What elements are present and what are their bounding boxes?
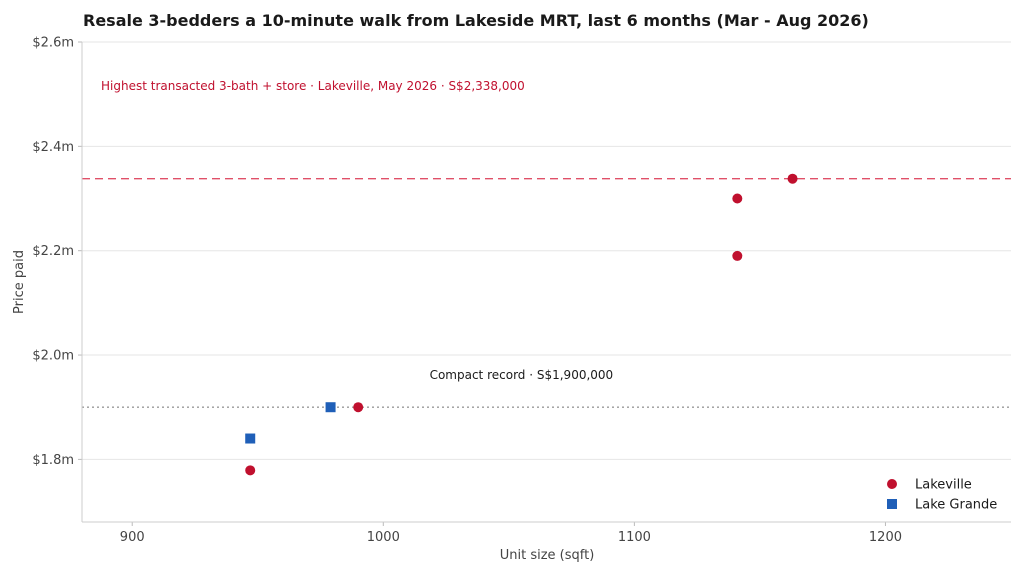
data-point-lake-grande — [245, 433, 256, 444]
legend-label: Lakeville — [915, 478, 972, 493]
legend-marker-square — [887, 499, 897, 509]
axes: $1.8m $2.0m $2.2m $2.4m $2.6m 900 1000 1100 1200 — [32, 36, 1011, 545]
legend-label: Lake Grande — [915, 498, 997, 513]
data-point-lakeville — [245, 465, 256, 476]
y-tick-label: $2.4m — [32, 140, 74, 155]
gridlines — [82, 41, 1011, 460]
chart-title: Resale 3-bedders a 10-minute walk from L… — [83, 11, 869, 30]
reference-line-annotation: Compact record · S$1,900,000 — [430, 368, 614, 382]
reference-line-annotation: Highest transacted 3-bath + store · Lake… — [101, 79, 525, 93]
reference-lines: Highest transacted 3-bath + store · Lake… — [82, 79, 1011, 408]
data-point-lakeville — [787, 173, 798, 184]
data-point-lakeville — [732, 250, 743, 261]
data-point-lakeville — [353, 402, 364, 413]
y-tick-label: $2.6m — [32, 36, 74, 51]
x-tick-label: 1000 — [367, 530, 400, 545]
x-tick-label: 1100 — [618, 530, 651, 545]
x-axis-label: Unit size (sqft) — [500, 548, 595, 563]
y-tick-label: $1.8m — [32, 453, 74, 468]
legend-marker-circle — [887, 479, 897, 489]
x-tick-label: 900 — [120, 530, 145, 545]
data-point-lakeville — [732, 193, 743, 204]
y-tick-label: $2.0m — [32, 349, 74, 364]
data-point-lake-grande — [325, 402, 336, 413]
y-tick-label: $2.2m — [32, 244, 74, 259]
y-axis-label: Price paid — [12, 250, 27, 314]
x-tick-label: 1200 — [869, 530, 902, 545]
legend: Lakeville Lake Grande — [887, 478, 997, 513]
data-points — [245, 173, 798, 476]
